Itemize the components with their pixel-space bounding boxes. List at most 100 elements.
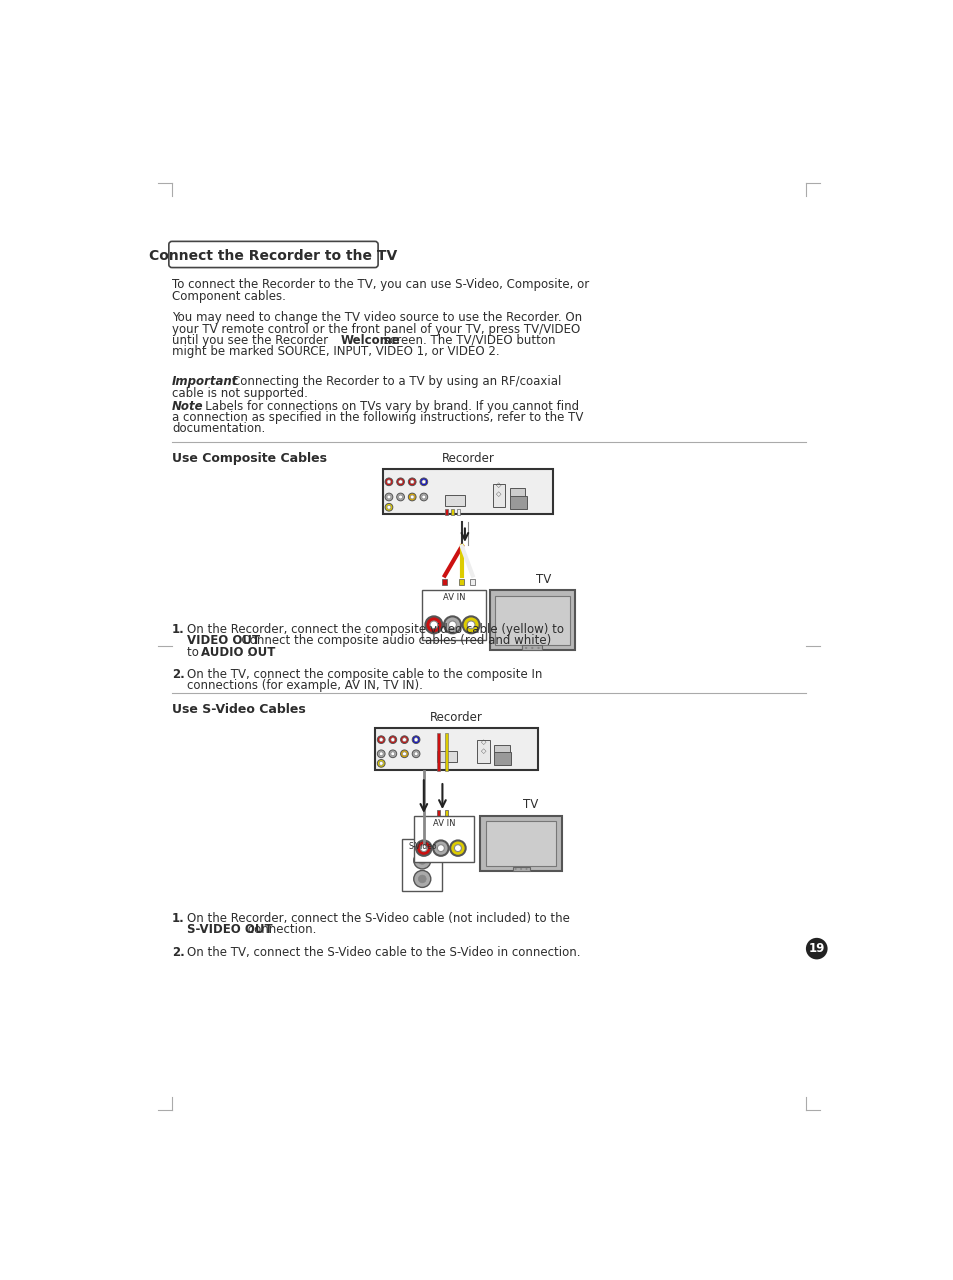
Text: ◇: ◇ [480,748,486,754]
Text: a connection as specified in the following instructions, refer to the TV: a connection as specified in the followi… [172,411,582,424]
Circle shape [414,751,417,755]
Circle shape [410,495,414,499]
Circle shape [377,736,385,744]
Text: connection.: connection. [244,923,316,936]
Circle shape [514,868,517,870]
Circle shape [402,737,406,741]
Text: Connect the Recorder to the TV: Connect the Recorder to the TV [150,250,397,262]
Circle shape [462,617,479,634]
Bar [422,590,485,640]
Text: ◇: ◇ [480,740,486,745]
Text: TV: TV [522,799,537,812]
Text: On the Recorder, connect the S-Video cable (not included) to the: On the Recorder, connect the S-Video cab… [187,913,570,925]
Text: your TV remote control or the front panel of your TV, press TV/VIDEO: your TV remote control or the front pane… [172,323,579,335]
Circle shape [436,845,444,851]
Text: to: to [187,645,203,659]
Circle shape [379,762,383,765]
Circle shape [408,493,416,500]
Text: 2.: 2. [172,668,185,681]
Text: Note: Note [172,399,203,413]
Circle shape [391,751,395,755]
Circle shape [396,477,404,485]
Circle shape [396,493,404,500]
Circle shape [419,493,427,500]
Text: AV IN: AV IN [433,819,455,828]
Bar [402,838,442,891]
Circle shape [524,646,527,649]
Text: To connect the Recorder to the TV, you can use S-Video, Composite, or: To connect the Recorder to the TV, you c… [172,278,589,292]
Text: ◇: ◇ [496,490,501,497]
Text: 19: 19 [808,942,824,955]
Text: Component cables.: Component cables. [172,289,286,302]
Text: ◇: ◇ [496,483,501,488]
Bar [382,470,553,515]
Bar [509,488,525,498]
Text: S-VIDEO OUT: S-VIDEO OUT [187,923,273,936]
Circle shape [402,751,406,755]
Text: connections (for example, AV IN, TV IN).: connections (for example, AV IN, TV IN). [187,680,423,692]
Bar [494,753,511,764]
Bar [476,740,489,763]
Text: On the Recorder, connect the composite video cable (yellow) to: On the Recorder, connect the composite v… [187,623,564,636]
Text: On the TV, connect the composite cable to the composite In: On the TV, connect the composite cable t… [187,668,542,681]
Circle shape [389,750,396,758]
Text: S-Video: S-Video [408,842,436,851]
Circle shape [420,845,427,851]
Bar [512,867,529,872]
Bar [495,595,569,645]
Bar [509,497,526,508]
Text: TV: TV [536,572,551,585]
Circle shape [398,480,402,484]
Bar [480,815,561,872]
Circle shape [448,621,456,628]
Text: Labels for connections on TVs vary by brand. If you cannot find: Labels for connections on TVs vary by br… [193,399,578,413]
Circle shape [389,736,396,744]
Circle shape [421,495,425,499]
Bar [442,579,447,585]
Circle shape [400,736,408,744]
Circle shape [414,737,417,741]
Circle shape [387,480,391,484]
Text: Connecting the Recorder to a TV by using an RF/coaxial: Connecting the Recorder to a TV by using… [216,375,560,388]
Bar [494,745,509,755]
Bar [436,732,439,771]
Circle shape [387,495,391,499]
Circle shape [531,646,533,649]
Bar [436,810,439,815]
Circle shape [398,495,402,499]
Circle shape [537,646,539,649]
Circle shape [425,617,442,634]
Text: Important: Important [172,375,238,388]
Text: 1.: 1. [172,913,185,925]
Bar [451,509,454,516]
Bar [444,495,464,506]
Text: Use S-Video Cables: Use S-Video Cables [172,704,305,717]
Circle shape [400,750,408,758]
Bar [444,810,447,815]
Circle shape [805,938,827,960]
FancyBboxPatch shape [169,242,377,268]
Text: screen. The TV/VIDEO button: screen. The TV/VIDEO button [379,334,555,347]
Circle shape [421,480,425,484]
Circle shape [408,477,416,485]
Circle shape [377,759,385,767]
Bar [470,579,475,585]
Circle shape [379,751,383,755]
Text: documentation.: documentation. [172,422,265,435]
Text: Welcome: Welcome [340,334,400,347]
Circle shape [385,503,393,511]
Text: . Connect the composite audio cables (red and white): . Connect the composite audio cables (re… [233,635,551,648]
Circle shape [414,852,431,869]
Text: cable is not supported.: cable is not supported. [172,387,308,399]
Text: might be marked SOURCE, INPUT, VIDEO 1, or VIDEO 2.: might be marked SOURCE, INPUT, VIDEO 1, … [172,344,499,358]
Circle shape [433,841,448,856]
Text: Recorder: Recorder [441,452,494,466]
Circle shape [418,856,426,864]
Circle shape [519,868,521,870]
Circle shape [450,841,465,856]
Text: until you see the Recorder: until you see the Recorder [172,334,332,347]
Bar [414,815,474,861]
Circle shape [410,480,414,484]
Bar [375,728,537,769]
Bar [459,579,464,585]
